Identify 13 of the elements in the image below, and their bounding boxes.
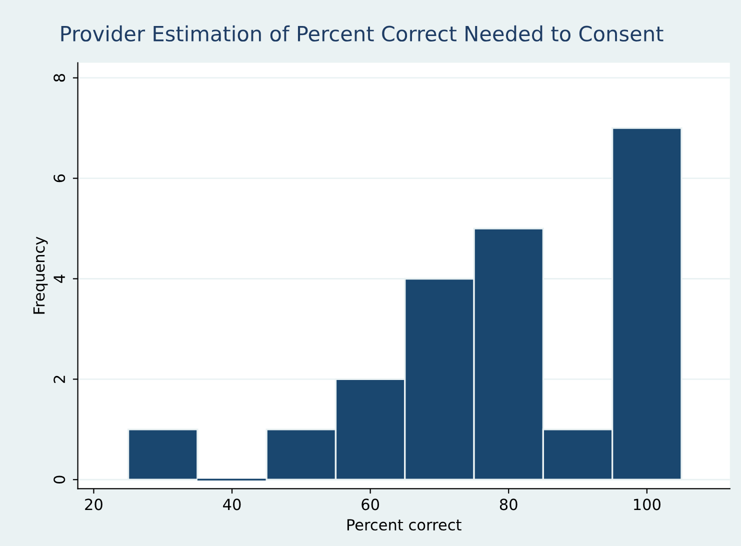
y-tick-label: 2	[54, 376, 65, 383]
y-tick-label: 4	[54, 274, 65, 283]
x-tick-label: 40	[223, 498, 241, 510]
x-tick-label: 80	[500, 498, 518, 510]
x-axis-title: Percent correct	[347, 519, 462, 531]
x-tick-label: 60	[362, 498, 380, 510]
chart-title: Provider Estimation of Percent Correct Needed to Consent	[61, 25, 664, 42]
y-tick-label: 6	[54, 174, 66, 182]
x-tick-label: 20	[85, 498, 102, 510]
y-tick-label: 8	[54, 74, 66, 82]
y-axis-title: Frequency	[33, 236, 48, 314]
y-tick-label: 0	[54, 476, 66, 484]
x-tick-label: 100	[634, 498, 660, 510]
